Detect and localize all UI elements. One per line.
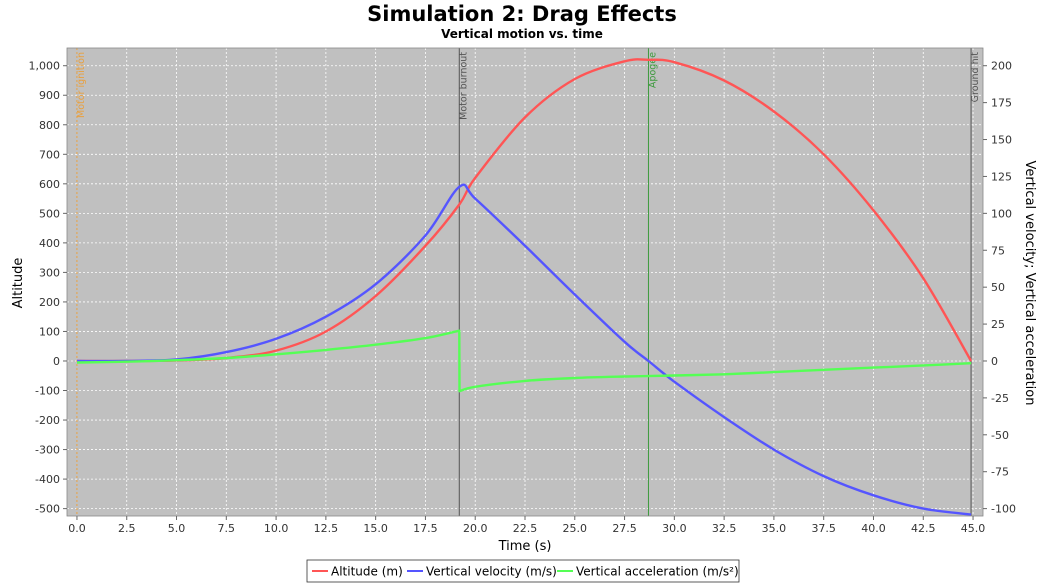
- y-axis-right-label: Vertical velocity; Vertical acceleration: [1022, 161, 1037, 406]
- event-label-3: Ground hit: [970, 52, 981, 103]
- x-tick-label-0: 0.0: [68, 522, 86, 535]
- legend-entry-0: Altitude (m): [331, 565, 403, 579]
- x-tick-label-8: 20.0: [463, 522, 488, 535]
- y-right-tick-label-11: 175: [991, 97, 1012, 110]
- x-tick-label-15: 37.5: [811, 522, 836, 535]
- y-axis-left-label: Altitude: [11, 258, 26, 309]
- chart-subtitle: Vertical motion vs. time: [441, 27, 603, 41]
- x-tick-label-12: 30.0: [662, 522, 687, 535]
- y-right-tick-label-6: 50: [991, 281, 1005, 294]
- y-right-tick-label-8: 100: [991, 207, 1012, 220]
- legend-entry-2: Vertical acceleration (m/s²): [576, 565, 739, 579]
- y-left-tick-label-2: -300: [35, 444, 60, 457]
- x-tick-label-17: 42.5: [911, 522, 936, 535]
- x-tick-label-1: 2.5: [118, 522, 136, 535]
- y-left-tick-label-15: 1,000: [29, 60, 61, 73]
- y-right-tick-label-9: 125: [991, 170, 1012, 183]
- series-line-1: [76, 183, 972, 516]
- y-left-tick-label-9: 400: [39, 237, 60, 250]
- y-right-tick-label-0: -100: [991, 503, 1016, 516]
- x-tick-label-18: 45.0: [961, 522, 986, 535]
- y-right-tick-label-12: 200: [991, 60, 1012, 73]
- x-tick-label-14: 35.0: [762, 522, 787, 535]
- x-axis-label: Time (s): [498, 539, 552, 554]
- x-tick-label-10: 25.0: [563, 522, 588, 535]
- y-left-tick-label-11: 600: [39, 178, 60, 191]
- y-left-tick-label-6: 100: [39, 325, 60, 338]
- y-right-tick-label-4: 0: [991, 355, 998, 368]
- event-label-0: Motor ignition: [76, 52, 87, 118]
- y-left-tick-label-8: 300: [39, 266, 60, 279]
- x-tick-label-7: 17.5: [413, 522, 438, 535]
- y-left-tick-label-14: 900: [39, 89, 60, 102]
- y-left-tick-label-3: -200: [35, 414, 60, 427]
- y-left-tick-label-1: -400: [35, 473, 60, 486]
- x-tick-label-11: 27.5: [612, 522, 637, 535]
- legend: Altitude (m) Vertical velocity (m/s) Verti…: [306, 559, 740, 583]
- y-left-tick-label-13: 800: [39, 119, 60, 132]
- x-tick-label-9: 22.5: [513, 522, 538, 535]
- y-right-tick-label-1: -75: [991, 466, 1009, 479]
- y-left-tick-label-7: 200: [39, 296, 60, 309]
- x-tick-label-13: 32.5: [712, 522, 737, 535]
- x-tick-label-6: 15.0: [363, 522, 388, 535]
- y-left-tick-label-12: 700: [39, 148, 60, 161]
- y-right-tick-label-7: 75: [991, 244, 1005, 257]
- x-tick-label-3: 7.5: [218, 522, 236, 535]
- y-right-tick-label-5: 25: [991, 318, 1005, 331]
- y-right-tick-label-3: -25: [991, 392, 1009, 405]
- plot-area: Motor ignition Motor burnout Apogee Ground …: [29, 47, 1016, 535]
- y-right-tick-label-10: 150: [991, 134, 1012, 147]
- event-label-1: Motor burnout: [458, 52, 469, 120]
- chart-title: Simulation 2: Drag Effects: [367, 2, 677, 26]
- legend-entry-1: Vertical velocity (m/s): [426, 565, 557, 579]
- x-tick-label-2: 5.0: [168, 522, 186, 535]
- y-left-tick-label-4: -100: [35, 385, 60, 398]
- y-left-tick-label-5: 0: [53, 355, 60, 368]
- series-line-2: [76, 329, 972, 393]
- y-left-tick-label-0: -500: [35, 503, 60, 516]
- y-left-tick-label-10: 500: [39, 207, 60, 220]
- y-right-tick-label-2: -50: [991, 429, 1009, 442]
- x-tick-label-5: 12.5: [314, 522, 339, 535]
- legend-box: [306, 559, 740, 583]
- event-label-2: Apogee: [647, 52, 658, 88]
- x-tick-label-16: 40.0: [861, 522, 886, 535]
- x-tick-label-4: 10.0: [264, 522, 289, 535]
